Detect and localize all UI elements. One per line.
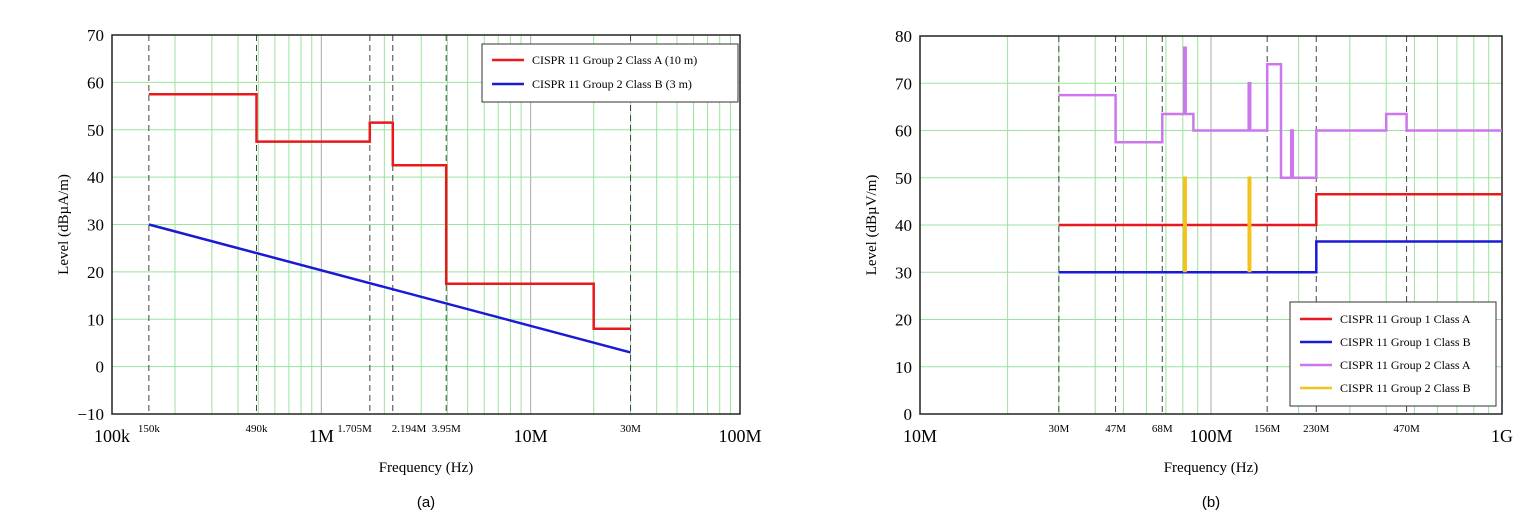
legend-box [481, 43, 739, 103]
series-line-1 [1058, 240, 1502, 274]
x-tick-label: 100M [718, 426, 761, 446]
x-marker-label: 470M [1393, 423, 1420, 435]
x-tick-label: 10M [903, 426, 937, 446]
x-marker-label: 2.194M [392, 423, 427, 435]
x-marker-label: 156M [1254, 423, 1281, 435]
x-axis-label: Frequency (Hz) [1164, 460, 1259, 476]
y-tick-label: 30 [87, 216, 104, 235]
y-axis-label: Level (dBµA/m) [56, 174, 72, 275]
x-tick-label: 100k [94, 426, 130, 446]
y-axis-label: Level (dBµV/m) [864, 175, 880, 276]
y-tick-label: 60 [895, 122, 912, 141]
x-tick-label: 10M [514, 426, 548, 446]
series-line-3 [1182, 176, 1252, 273]
y-tick-label: 10 [87, 310, 104, 329]
y-tick-label: 50 [895, 169, 912, 188]
x-marker-label: 68M [1152, 423, 1173, 435]
x-marker-label: 47M [1105, 423, 1126, 435]
x-tick-label: 1M [309, 426, 334, 446]
y-tick-label: 0 [96, 358, 105, 377]
x-marker-label: 1.705M [337, 423, 372, 435]
x-tick-label: 1G [1491, 426, 1513, 446]
legend-label: CISPR 11 Group 1 Class A [1340, 312, 1471, 326]
chart-a: −10 0 10 20 30 40 50 60 70 150k 490k 1.705M 2.194M 3.… [56, 26, 762, 511]
y-tick-label: 40 [895, 216, 912, 235]
y-tick-label: 70 [895, 74, 912, 93]
legend-label: CISPR 11 Group 2 Class A (10 m) [532, 53, 697, 67]
legend: CISPR 11 Group 2 Class A (10 m) CISPR 11 … [481, 43, 739, 103]
series-line-1 [148, 223, 631, 354]
x-axis-label: Frequency (Hz) [379, 460, 474, 476]
y-tick-label: −10 [77, 405, 104, 424]
legend-label: CISPR 11 Group 1 Class B [1340, 335, 1471, 349]
legend: CISPR 11 Group 1 Class A CISPR 11 Group 1… [1289, 301, 1497, 407]
y-tick-label: 50 [87, 121, 104, 140]
y-tick-label: 0 [904, 405, 913, 424]
y-tick-label: 40 [87, 168, 104, 187]
y-tick-label: 80 [895, 27, 912, 46]
y-tick-label: 30 [895, 263, 912, 282]
y-tick-label: 10 [895, 358, 912, 377]
chart-b: 0 10 20 30 40 50 60 70 80 30M 47M 68M 156M 230M 470M 10… [864, 27, 1513, 511]
panel-label: (a) [417, 494, 435, 511]
y-tick-label: 20 [87, 263, 104, 282]
x-marker-label: 3.95M [432, 423, 461, 435]
y-tick-label: 60 [87, 73, 104, 92]
series-line-0 [1058, 193, 1502, 227]
x-marker-label: 30M [620, 423, 641, 435]
x-tick-label: 100M [1189, 426, 1232, 446]
y-tick-label: 70 [87, 26, 104, 45]
panel-label: (b) [1202, 494, 1220, 511]
x-marker-label: 30M [1048, 423, 1069, 435]
x-marker-label: 150k [138, 423, 161, 435]
series-line-0 [148, 92, 631, 330]
legend-label: CISPR 11 Group 2 Class B (3 m) [532, 77, 692, 91]
legend-label: CISPR 11 Group 2 Class B [1340, 381, 1471, 395]
series-line-2 [1058, 46, 1502, 180]
y-tick-label: 20 [895, 311, 912, 330]
plot-frame [919, 35, 1503, 415]
plot-frame [111, 34, 741, 415]
x-marker-label: 230M [1303, 423, 1330, 435]
legend-label: CISPR 11 Group 2 Class A [1340, 358, 1471, 372]
x-marker-label: 490k [245, 423, 268, 435]
